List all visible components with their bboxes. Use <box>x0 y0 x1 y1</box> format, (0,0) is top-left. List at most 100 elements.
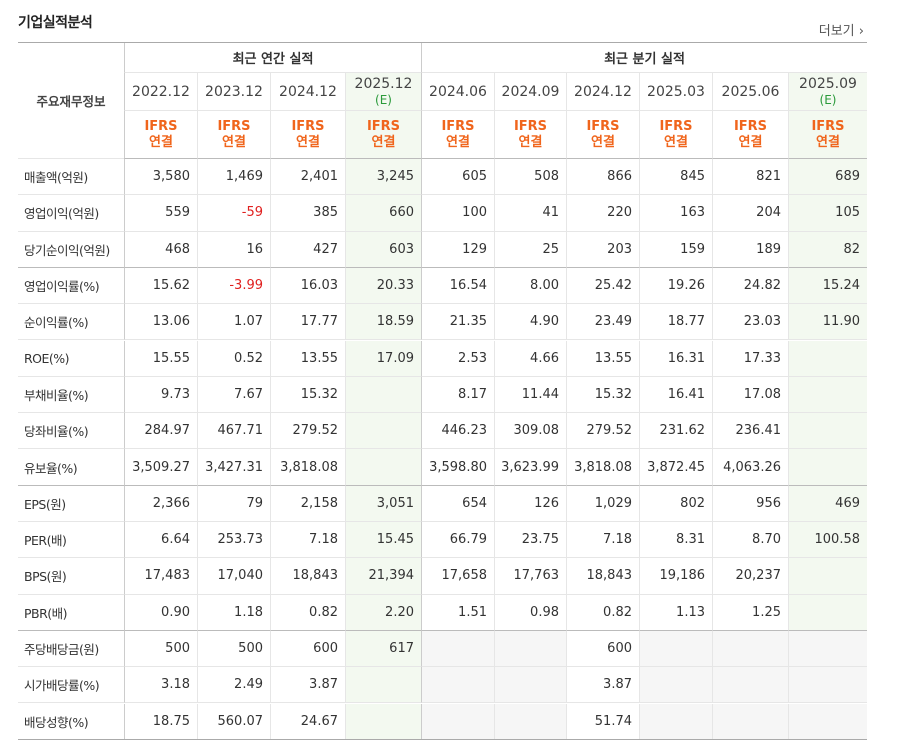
value-cell: 821 <box>712 159 788 196</box>
type-header: IFRS 연결 <box>270 111 345 159</box>
value-cell: 203 <box>566 231 639 268</box>
period: 2024.09 <box>501 83 560 100</box>
consolidation: 연결 <box>518 134 543 150</box>
period: 2023.12 <box>205 83 263 100</box>
type-header: IFRS 연결 <box>788 111 867 159</box>
value-cell: 3.18 <box>124 667 197 704</box>
section-title: 기업실적분석 <box>18 15 93 31</box>
value-cell: 15.45 <box>345 522 421 559</box>
value-cell: 23.49 <box>566 304 639 341</box>
value-cell: 8.31 <box>639 522 712 559</box>
value-cell: 15.32 <box>270 376 345 414</box>
value-cell: 204 <box>712 195 788 232</box>
value-cell: 23.75 <box>494 522 566 559</box>
value-cell: 16.41 <box>639 376 712 414</box>
period-header: 2023.12 <box>197 73 270 111</box>
row-label: 주당배당금(원) <box>18 631 124 668</box>
value-cell: 19.26 <box>639 267 712 305</box>
value-cell: 16.03 <box>270 267 345 305</box>
consolidation: 연결 <box>446 134 470 150</box>
value-cell: 17,763 <box>494 558 566 595</box>
value-cell: 427 <box>270 231 345 268</box>
consolidation: 연결 <box>296 134 320 150</box>
value-cell: 18,843 <box>270 558 345 595</box>
more-link[interactable]: 더보기 › <box>818 24 864 39</box>
empty-cell <box>345 376 421 414</box>
value-cell: 3.87 <box>270 667 345 704</box>
value-cell: 2.53 <box>421 340 494 377</box>
period: 2025.06 <box>721 83 780 100</box>
period-header: 2025.09 (E) <box>788 73 867 111</box>
ifrs: IFRS <box>733 118 768 134</box>
table-bottom-border <box>18 738 867 740</box>
ifrs: IFRS <box>811 118 845 134</box>
estimate-mark: (E) <box>375 92 392 107</box>
empty-cell <box>421 667 494 704</box>
group-header: 최근 연간 실적 <box>124 43 421 73</box>
type-header: IFRS 연결 <box>639 111 712 159</box>
value-cell: 1.13 <box>639 594 712 631</box>
value-cell: 385 <box>270 195 345 232</box>
value-cell: 600 <box>566 630 639 668</box>
value-cell: 3,598.80 <box>421 449 494 486</box>
value-cell: 159 <box>639 231 712 268</box>
value-cell: 603 <box>345 231 421 268</box>
consolidation: 연결 <box>664 134 688 150</box>
value-cell: 0.52 <box>197 340 270 377</box>
value-cell: 189 <box>712 231 788 268</box>
value-cell: 1.07 <box>197 304 270 341</box>
ifrs: IFRS <box>441 118 475 134</box>
value-cell: 654 <box>421 485 494 522</box>
consolidation: 연결 <box>816 134 840 150</box>
table-top-border <box>18 42 867 43</box>
row-label: 배당성향(%) <box>18 704 124 740</box>
value-cell: 17.77 <box>270 304 345 341</box>
value-cell: 956 <box>712 485 788 522</box>
row-label: 영업이익(억원) <box>18 195 124 232</box>
type-header: IFRS 연결 <box>712 111 788 159</box>
row-label: EPS(원) <box>18 486 124 522</box>
value-cell: 16 <box>197 231 270 268</box>
value-cell: 2.49 <box>197 667 270 704</box>
period-header: 2025.03 <box>639 73 712 111</box>
empty-cell <box>345 667 421 704</box>
ifrs: IFRS <box>291 118 325 134</box>
empty-cell <box>639 703 712 740</box>
empty-cell <box>788 558 867 595</box>
ifrs: IFRS <box>586 118 620 134</box>
value-cell: 41 <box>494 195 566 232</box>
more-text[interactable]: 더보기 <box>818 24 855 39</box>
value-cell: 66.79 <box>421 522 494 559</box>
value-cell: 8.00 <box>494 267 566 305</box>
value-cell: 129 <box>421 231 494 268</box>
value-cell: 3,427.31 <box>197 449 270 486</box>
value-cell: 20,237 <box>712 558 788 595</box>
empty-cell <box>494 630 566 668</box>
empty-cell <box>788 449 867 486</box>
value-cell: 11.44 <box>494 376 566 414</box>
period: 2025.09 <box>799 75 857 92</box>
empty-cell <box>345 449 421 486</box>
empty-cell <box>788 376 867 414</box>
value-cell: 467.71 <box>197 413 270 450</box>
period: 2022.12 <box>132 83 190 100</box>
empty-cell <box>345 413 421 450</box>
row-label: 영업이익률(%) <box>18 268 124 305</box>
consolidation: 연결 <box>149 134 173 150</box>
row-label: PER(배) <box>18 522 124 559</box>
value-cell: 605 <box>421 159 494 196</box>
empty-cell <box>712 703 788 740</box>
value-cell: 17,658 <box>421 558 494 595</box>
value-cell: 3,623.99 <box>494 449 566 486</box>
value-cell: 18.75 <box>124 703 197 740</box>
value-cell: 2.20 <box>345 594 421 631</box>
value-cell: 3.87 <box>566 667 639 704</box>
ifrs: IFRS <box>217 118 251 134</box>
group-header: 최근 분기 실적 <box>421 43 867 73</box>
value-cell: 500 <box>124 630 197 668</box>
ifrs: IFRS <box>366 118 401 134</box>
empty-cell <box>494 667 566 704</box>
row-label: BPS(원) <box>18 558 124 595</box>
value-cell: 8.17 <box>421 376 494 414</box>
value-cell: 845 <box>639 159 712 196</box>
